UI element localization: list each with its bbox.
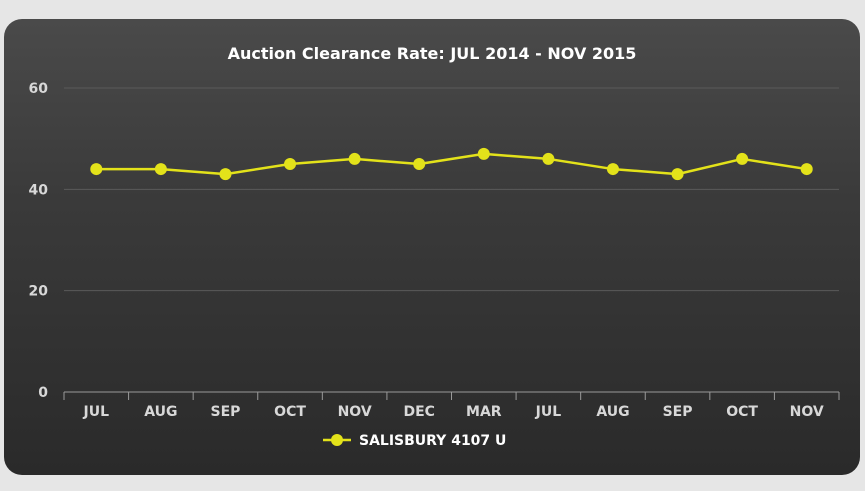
data-point (348, 152, 361, 165)
data-point (736, 152, 749, 165)
chart-title: Auction Clearance Rate: JUL 2014 - NOV 2… (228, 44, 637, 63)
data-point (90, 163, 103, 176)
data-point (671, 168, 684, 181)
x-tick-label: OCT (274, 404, 306, 420)
x-tick-label: OCT (726, 404, 758, 420)
series-layer (90, 147, 813, 181)
y-axis-tick-labels: 0 20 40 60 (29, 81, 49, 401)
y-tick-label: 0 (38, 385, 48, 401)
x-axis: JUL AUG SEP OCT NOV DEC MAR JUL AUG SEP OCT NOV (63, 391, 840, 420)
data-point (154, 163, 167, 176)
data-point (413, 158, 426, 170)
legend[interactable]: SALISBURY 4107 U (323, 433, 506, 449)
data-point (477, 147, 490, 160)
x-tick-label: MAR (466, 404, 502, 420)
data-point (219, 168, 232, 181)
legend-marker-icon (331, 434, 343, 446)
y-tick-label: 20 (29, 284, 49, 300)
x-tick-label: DEC (403, 404, 434, 420)
line-chart: Auction Clearance Rate: JUL 2014 - NOV 2… (29, 44, 840, 449)
x-tick-label: SEP (663, 404, 693, 420)
data-point (284, 158, 297, 170)
x-tick-label: NOV (790, 404, 824, 420)
chart-card: Auction Clearance Rate: JUL 2014 - NOV 2… (4, 19, 860, 475)
legend-label: SALISBURY 4107 U (359, 433, 506, 449)
x-tick-label: JUL (535, 404, 562, 420)
x-tick-label: AUG (144, 404, 177, 420)
data-point (542, 152, 555, 165)
x-tick-label: SEP (210, 404, 240, 420)
series-line (96, 152, 807, 176)
y-tick-label: 60 (29, 81, 49, 97)
x-tick-label: JUL (83, 404, 110, 420)
gridlines (64, 87, 839, 292)
x-tick-label: NOV (338, 404, 372, 420)
x-tick-label: AUG (596, 404, 629, 420)
y-tick-label: 40 (29, 182, 49, 198)
data-point (800, 163, 813, 176)
data-point (606, 163, 619, 176)
